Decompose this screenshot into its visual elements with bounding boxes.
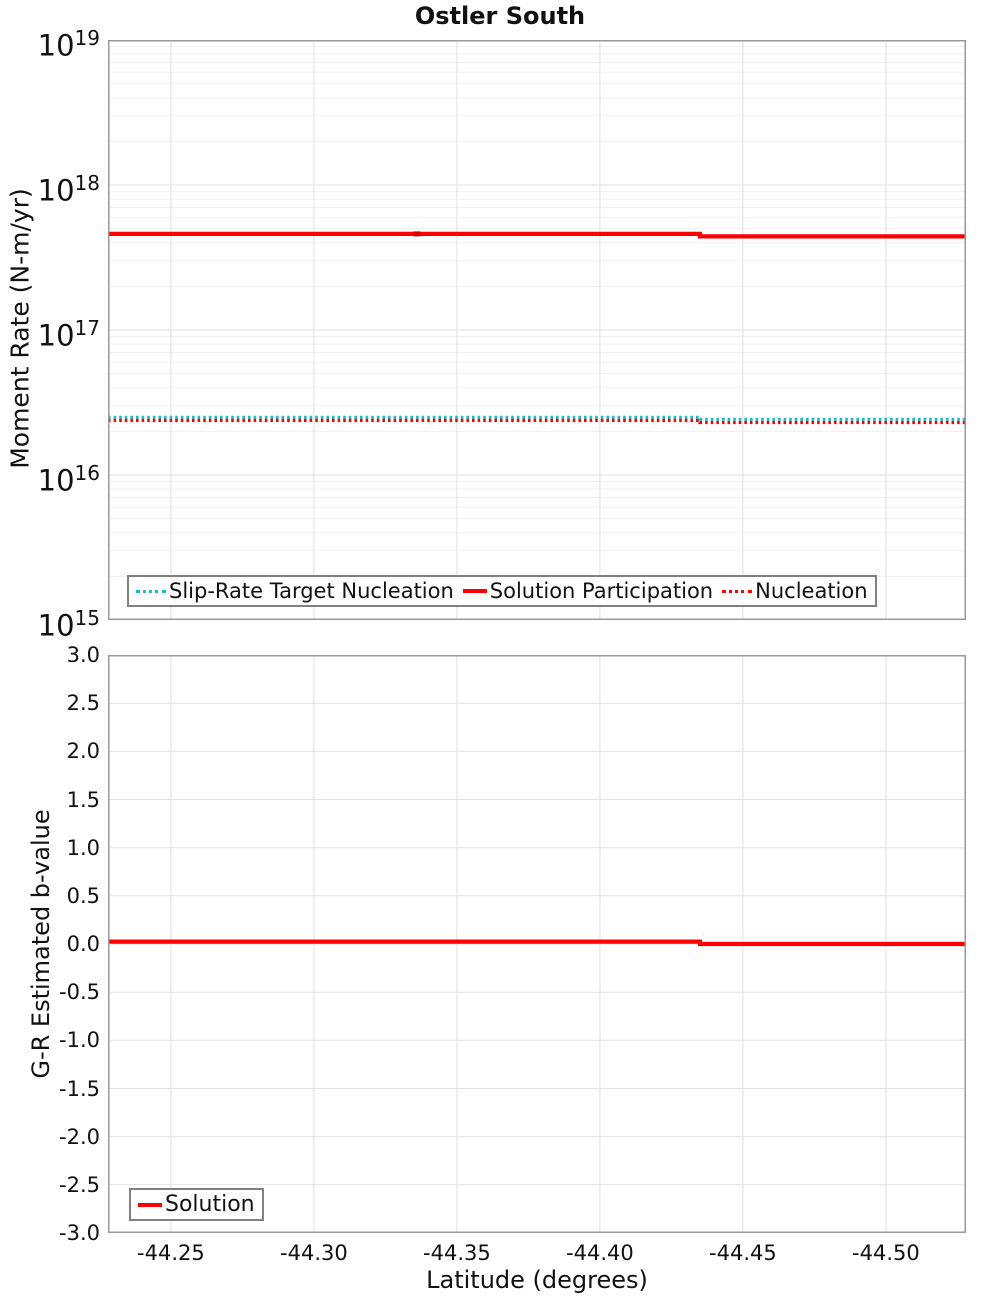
bottom-plot-area [108, 655, 966, 1233]
ytick-label: 2.0 [66, 739, 100, 764]
ytick-label: -2.0 [59, 1124, 100, 1149]
ytick-label: 1017 [37, 316, 100, 353]
xtick-label: -44.25 [137, 1241, 205, 1265]
legend-item: Nucleation [722, 579, 868, 603]
ytick-label: -1.5 [59, 1076, 100, 1101]
ytick-label: 1016 [37, 461, 100, 498]
series-solution [108, 939, 966, 947]
top-chart-legend: Slip-Rate Target Nucleation Solution Part… [127, 575, 877, 607]
top-plot-area [108, 40, 966, 620]
series-marker [413, 231, 421, 237]
legend-label: Nucleation [755, 579, 868, 603]
series-solution-participation [108, 231, 966, 239]
plot-svg [108, 655, 966, 1233]
legend-label: Solution [165, 1192, 255, 1217]
ytick-label: 1.0 [66, 835, 100, 860]
ytick-label: 1019 [37, 26, 100, 63]
legend-line-sample-solid [462, 589, 487, 593]
ytick-label: -0.5 [59, 980, 100, 1005]
ytick-label: 2.5 [66, 691, 100, 716]
xtick-label: -44.30 [280, 1241, 348, 1265]
legend-item: Solution Participation [462, 579, 714, 603]
series-nucleation [108, 418, 966, 425]
ytick-label: -1.0 [59, 1028, 100, 1053]
xtick-label: -44.40 [566, 1241, 634, 1265]
legend-item: Slip-Rate Target Nucleation [136, 579, 454, 603]
ytick-label: 1018 [37, 171, 100, 208]
ytick-label: -2.5 [59, 1172, 100, 1197]
plot-border [108, 655, 966, 1233]
chart-title: Ostler South [414, 2, 586, 30]
legend-line-sample-dotted [722, 589, 753, 593]
ytick-label: 0.0 [66, 932, 100, 956]
legend-label: Solution Participation [489, 579, 714, 603]
xaxis-label: Latitude (degrees) [426, 1266, 648, 1294]
bottom-chart-legend: Solution [129, 1188, 264, 1221]
legend-label: Slip-Rate Target Nucleation [169, 579, 454, 603]
plot-svg [108, 40, 966, 620]
legend-line-sample-solid [138, 1202, 162, 1207]
ytick-label: 3.0 [66, 643, 100, 667]
xtick-label: -44.50 [852, 1241, 920, 1265]
series-slip-rate-target-nucleation [108, 415, 966, 421]
ytick-label: -3.0 [59, 1221, 100, 1245]
legend-line-sample-dotted [136, 589, 166, 593]
xtick-label: -44.45 [709, 1241, 777, 1265]
ytick-label: 0.5 [66, 883, 100, 908]
legend-item: Solution [138, 1192, 255, 1217]
xtick-label: -44.35 [423, 1241, 491, 1265]
ytick-label: 1015 [37, 606, 100, 643]
ytick-label: 1.5 [66, 787, 100, 812]
plot-border [108, 40, 966, 620]
